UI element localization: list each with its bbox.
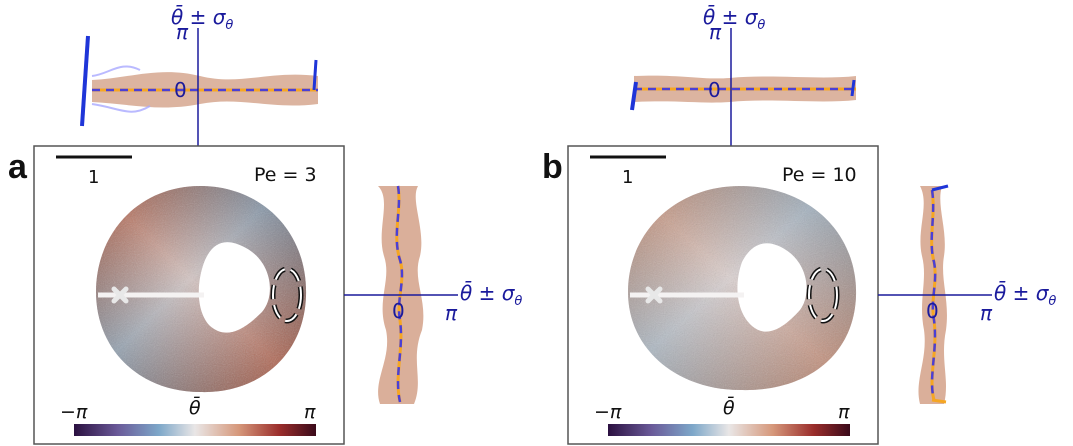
- panel-b: π 0 θ̄ ± σθ 1 Pe = 10 −π θ̄ π: [567, 4, 1056, 445]
- panel-b-label: b: [542, 148, 563, 186]
- left-end-line: [630, 81, 638, 111]
- scale-bar-label: 1: [88, 167, 99, 188]
- panel-a-top-inset: π 0 θ̄ ± σθ: [80, 4, 318, 146]
- panel-b-top-inset: π 0 θ̄ ± σθ: [630, 4, 856, 146]
- colorbar-max-label: π: [304, 401, 316, 423]
- axis-label: θ̄ ± σθ: [994, 280, 1056, 309]
- pi-label: π: [445, 301, 458, 325]
- axis-label: θ̄ ± σθ: [171, 4, 233, 33]
- colorbar: [74, 424, 316, 436]
- cross-marker: [645, 286, 663, 304]
- mean-line-orange: [395, 185, 404, 403]
- zero-label: 0: [174, 78, 187, 102]
- colorbar-max-label: π: [838, 401, 850, 423]
- pi-label: π: [980, 301, 993, 325]
- pe-label: Pe = 3: [254, 164, 317, 186]
- std-band-edge: [91, 65, 151, 113]
- panel-a: π 0 θ̄ ± σθ 1 Pe = 3 −π θ̄ π: [33, 4, 522, 445]
- axis-label: θ̄ ± σθ: [703, 4, 765, 33]
- cross-marker: [111, 286, 129, 304]
- colorbar-mid-label: θ̄: [723, 395, 735, 419]
- colorbar-min-label: −π: [60, 401, 88, 423]
- scale-bar-label: 1: [622, 167, 633, 188]
- colorbar-mid-label: θ̄: [189, 395, 201, 419]
- colorbar: [608, 424, 850, 436]
- panel-b-right-inset: 0 π θ̄ ± σθ: [878, 184, 1056, 404]
- zero-label: 0: [392, 299, 405, 323]
- bottom-end-line: [931, 398, 947, 404]
- pi-label: π: [709, 20, 722, 44]
- pi-label: π: [176, 20, 189, 44]
- panel-a-label: a: [8, 148, 27, 186]
- panel-a-right-inset: 0 π θ̄ ± σθ: [344, 185, 522, 404]
- right-end-line: [312, 59, 318, 91]
- axis-label: θ̄ ± σθ: [460, 280, 522, 309]
- colorbar-min-label: −π: [594, 401, 622, 423]
- panel-a-ring: [96, 186, 307, 393]
- right-end-line: [850, 79, 856, 97]
- pe-label: Pe = 10: [782, 164, 857, 186]
- left-end-line: [80, 35, 90, 127]
- top-end-line: [931, 184, 949, 192]
- panel-b-ring: [628, 186, 857, 391]
- zero-label: 0: [708, 78, 721, 102]
- zero-label: 0: [926, 299, 939, 323]
